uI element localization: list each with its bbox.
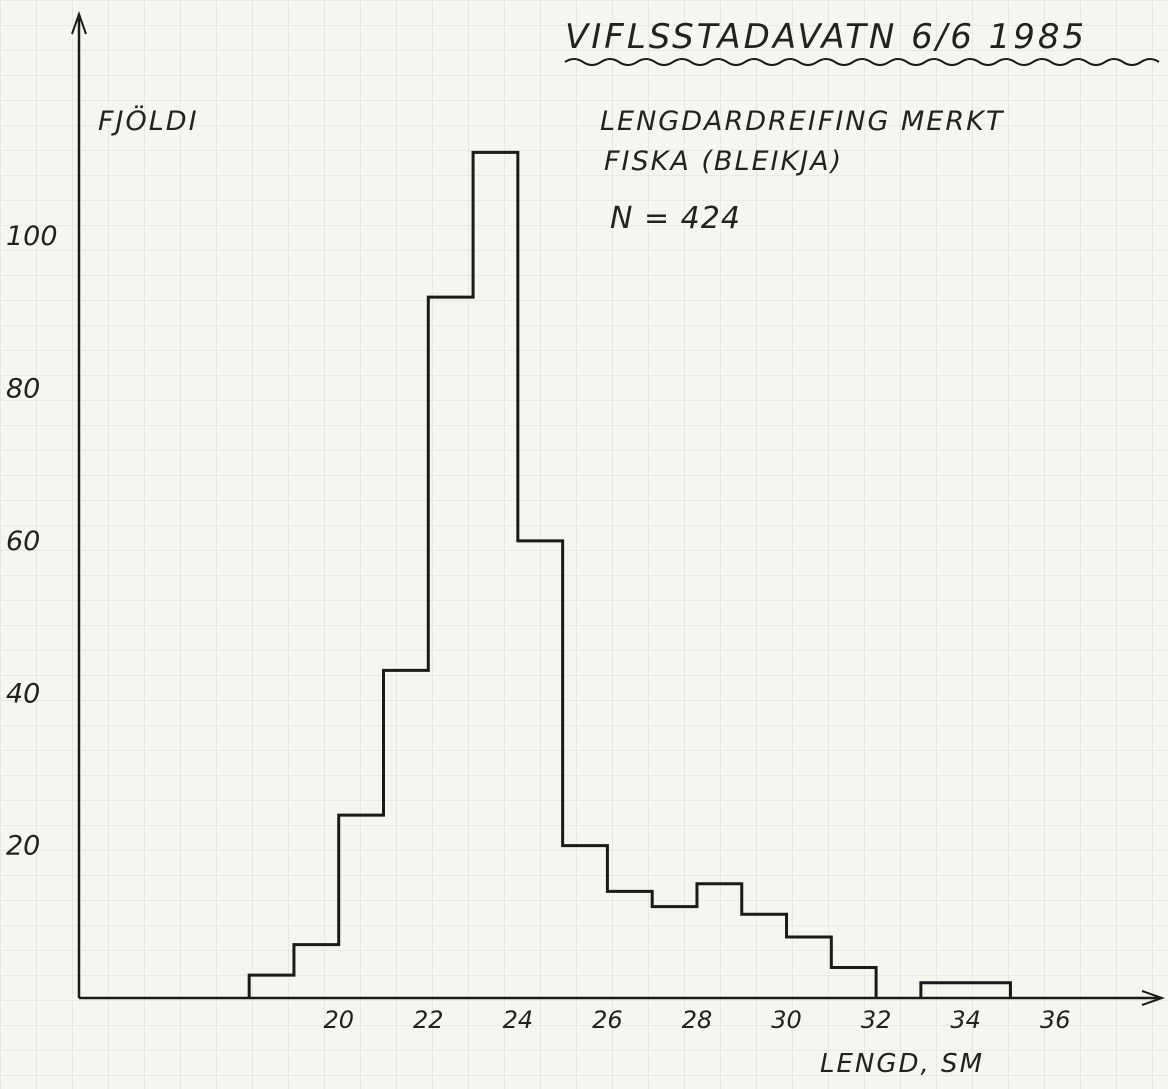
histogram-bar [697,884,742,998]
histogram-bar [607,891,652,998]
histogram-bar [563,846,608,998]
histogram-bar [384,670,429,998]
histogram-bar [294,945,339,998]
histogram-bar [652,907,697,998]
chart-subtitle-line1: LENGDARDREIFING MERKT [600,106,1005,137]
chart-title: VIFLSSTADAVATN 6/6 1985 [565,17,1087,57]
histogram-bars [249,152,1010,998]
histogram-bar [742,914,787,998]
y-tick-label: 100 [6,221,58,252]
chart-subtitle-line2: FISKA (BLEIKJA) [604,146,843,177]
histogram-bar [473,152,518,998]
histogram-bar [249,975,294,998]
histogram-outline [247,150,1012,998]
y-axis-label: FJÖLDI [98,105,199,137]
y-tick-label: 40 [6,678,40,709]
y-tick-labels: 20 40 60 80 100 [6,221,58,861]
x-tick-label: 24 [503,1006,534,1034]
x-tick-label: 32 [861,1006,892,1034]
x-tick-label: 36 [1040,1006,1071,1034]
histogram-bar [966,983,1011,998]
y-axis-arrow [71,10,87,35]
title-underline [564,58,1160,66]
histogram-bar [339,815,384,998]
histogram-bar [831,968,876,998]
y-tick-label: 60 [6,526,40,557]
histogram-bar [428,297,473,998]
x-axis-label: LENGD, SM [820,1049,984,1079]
histogram-bar [787,937,832,998]
x-axis-arrow [1141,990,1166,1006]
y-tick-label: 80 [6,374,40,405]
sample-size-annotation: N = 424 [610,201,741,236]
y-tick-label: 20 [6,831,40,862]
x-tick-label: 34 [950,1006,981,1034]
x-tick-label: 28 [682,1006,713,1034]
histogram-bar [518,541,563,998]
x-tick-label: 30 [771,1006,802,1034]
x-tick-label: 20 [323,1006,354,1034]
x-tick-label: 22 [413,1006,444,1034]
x-tick-labels: 20 22 24 26 28 30 32 34 36 [323,1006,1070,1034]
x-tick-label: 26 [592,1006,623,1034]
histogram-bar [921,983,966,998]
